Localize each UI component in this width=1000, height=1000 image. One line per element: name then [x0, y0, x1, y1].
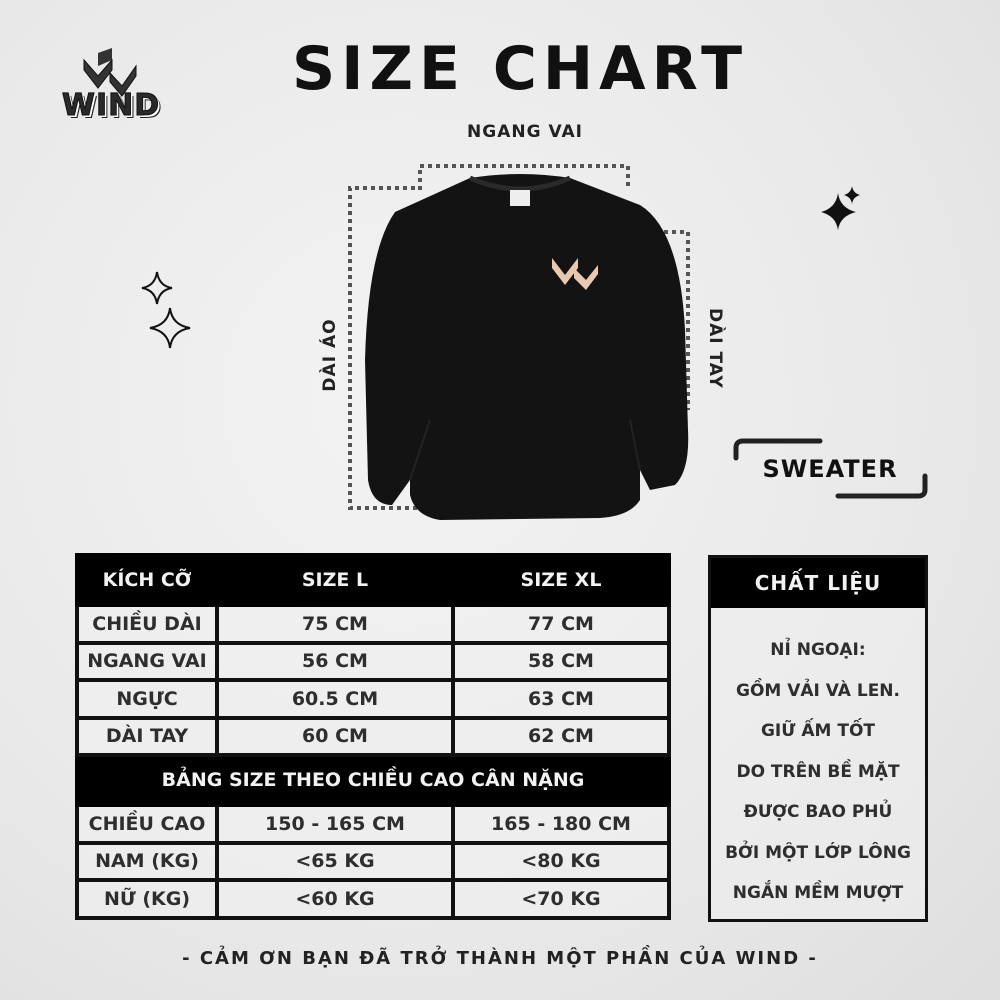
product-type: SWEATER [762, 455, 898, 483]
row-label: CHIỀU CAO [75, 803, 219, 845]
material-line: ĐƯỢC BAO PHỦ [743, 802, 893, 822]
row-label: CHIỀU DÀI [75, 603, 219, 645]
cell: 58 CM [451, 640, 671, 682]
cell: <65 KG [215, 840, 455, 882]
section-title: BẢNG SIZE THEO CHIỀU CAO CÂN NẶNG [75, 753, 671, 807]
cell: <70 KG [451, 878, 671, 920]
section-header: BẢNG SIZE THEO CHIỀU CAO CÂN NẶNG [75, 753, 671, 807]
material-line: GIỮ ẤM TỐT [760, 721, 876, 741]
cell: 60 CM [215, 715, 455, 757]
table-row: NGỰC 60.5 CM 63 CM [75, 678, 671, 720]
cell: 165 - 180 CM [451, 803, 671, 845]
header-size-xl: SIZE XL [451, 553, 671, 607]
row-label: NAM (KG) [75, 840, 219, 882]
row-label: NỮ (KG) [75, 878, 219, 920]
table-row: DÀI TAY 60 CM 62 CM [75, 715, 671, 757]
row-label: NGANG VAI [75, 640, 219, 682]
material-title: CHẤT LIỆU [711, 558, 925, 608]
cell: 75 CM [215, 603, 455, 645]
table-row: NỮ (KG) <60 KG <70 KG [75, 878, 671, 920]
table-row: CHIỀU DÀI 75 CM 77 CM [75, 603, 671, 645]
sparkle-icon [141, 186, 860, 349]
material-line: DO TRÊN BỀ MẶT [736, 761, 900, 782]
header-size-l: SIZE L [215, 553, 455, 607]
size-table: KÍCH CỠ SIZE L SIZE XL CHIỀU DÀI 75 CM 77 … [75, 553, 671, 920]
table-row: NGANG VAI 56 CM 58 CM [75, 640, 671, 682]
shoulder-label: NGANG VAI [467, 122, 583, 142]
page-title: SIZE CHART [291, 34, 749, 104]
footer-message: - CẢM ƠN BẠN ĐÃ TRỞ THÀNH MỘT PHẦN CỦA W… [182, 948, 818, 969]
product-tag-frame [733, 438, 928, 499]
material-panel: CHẤT LIỆU NỈ NGOẠI: GỒM VẢI VÀ LEN. GIỮ … [708, 555, 928, 922]
row-label: DÀI TAY [75, 715, 219, 757]
table-row: NAM (KG) <65 KG <80 KG [75, 840, 671, 882]
material-line: NGẮN MỀM MƯỢT [732, 883, 904, 903]
material-line: BỞI MỘT LỚP LÔNG [725, 842, 911, 863]
table-header: KÍCH CỠ SIZE L SIZE XL [75, 553, 671, 607]
header-size: KÍCH CỠ [75, 553, 219, 607]
cell: 62 CM [451, 715, 671, 757]
table-row: CHIỀU CAO 150 - 165 CM 165 - 180 CM [75, 803, 671, 845]
row-label: NGỰC [75, 678, 219, 720]
cell: <80 KG [451, 840, 671, 882]
cell: 150 - 165 CM [215, 803, 455, 845]
wind-logo-icon [83, 48, 137, 97]
brand-name: WIND [61, 88, 161, 124]
cell: 77 CM [451, 603, 671, 645]
material-line: NỈ NGOẠI: [770, 640, 866, 660]
cell: 63 CM [451, 678, 671, 720]
material-line: GỒM VẢI VÀ LEN. [735, 680, 900, 701]
cell: 56 CM [215, 640, 455, 682]
sweater-image [365, 174, 689, 520]
cell: <60 KG [215, 878, 455, 920]
cell: 60.5 CM [215, 678, 455, 720]
